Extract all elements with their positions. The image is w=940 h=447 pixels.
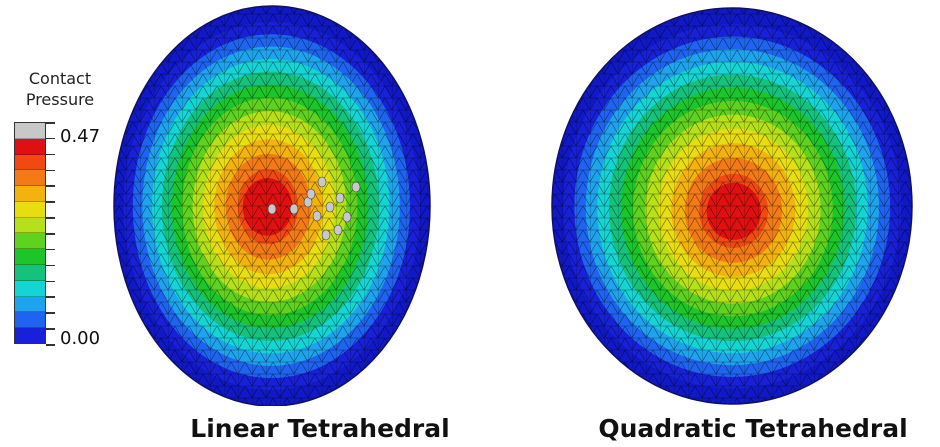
- legend-tick: [46, 153, 55, 156]
- legend-min-label: 0.00: [60, 328, 101, 349]
- legend-title: Contact Pressure: [8, 68, 112, 110]
- overpressure-spot: [351, 181, 361, 193]
- legend-tick: [46, 201, 55, 203]
- overpressure-spot: [312, 210, 322, 222]
- legend-tick: [46, 169, 55, 172]
- legend-swatch: [15, 328, 45, 343]
- legend-tick: [46, 233, 55, 235]
- overpressure-spot: [317, 176, 327, 188]
- linear-tetrahedral-caption: Linear Tetrahedral: [190, 414, 450, 443]
- legend-tick: [46, 137, 55, 140]
- legend-swatch: [15, 201, 45, 218]
- quadratic-tetrahedral-caption: Quadratic Tetrahedral: [598, 414, 908, 443]
- legend-tick: [46, 328, 55, 330]
- legend-swatch: [15, 265, 45, 281]
- legend-swatch: [15, 280, 45, 297]
- legend-swatch: [15, 249, 45, 266]
- legend-swatch: [15, 154, 45, 171]
- legend-tick: [46, 122, 55, 124]
- disc-outline: [113, 5, 431, 406]
- legend-tick: [46, 217, 55, 219]
- legend-title-line2: Pressure: [25, 90, 95, 109]
- legend-tick: [46, 280, 55, 283]
- legend-swatch: [15, 233, 45, 250]
- element-mesh: [552, 8, 912, 404]
- legend-title-line1: Contact: [28, 69, 92, 88]
- overpressure-spot: [267, 203, 277, 215]
- overpressure-spot: [306, 188, 316, 200]
- legend-swatch: [15, 186, 45, 202]
- linear-tetrahedral-contact-map: [113, 5, 431, 406]
- quadratic-tetrahedral-contact-map: [551, 7, 913, 405]
- overpressure-spot: [333, 224, 343, 236]
- legend-swatch: [15, 217, 45, 234]
- legend-tick: [46, 264, 55, 267]
- legend-swatch: [15, 312, 45, 329]
- overpressure-spot: [325, 201, 335, 213]
- overpressure-spot: [342, 211, 352, 223]
- overpressure-spot: [321, 229, 331, 241]
- legend-tick: [46, 344, 55, 346]
- legend-tick: [46, 248, 55, 251]
- legend-max-label: 0.47: [60, 126, 101, 147]
- legend-swatch: [15, 296, 45, 313]
- overpressure-spot: [335, 192, 345, 204]
- legend-swatch: [15, 123, 45, 139]
- legend-tick: [46, 296, 55, 298]
- legend-tick: [46, 185, 55, 187]
- legend-swatch: [15, 170, 45, 187]
- legend-colorbar: [14, 122, 46, 344]
- disc-outline: [551, 7, 913, 405]
- legend-tick: [46, 312, 55, 314]
- legend-swatch: [15, 138, 45, 155]
- overpressure-spot: [289, 203, 299, 215]
